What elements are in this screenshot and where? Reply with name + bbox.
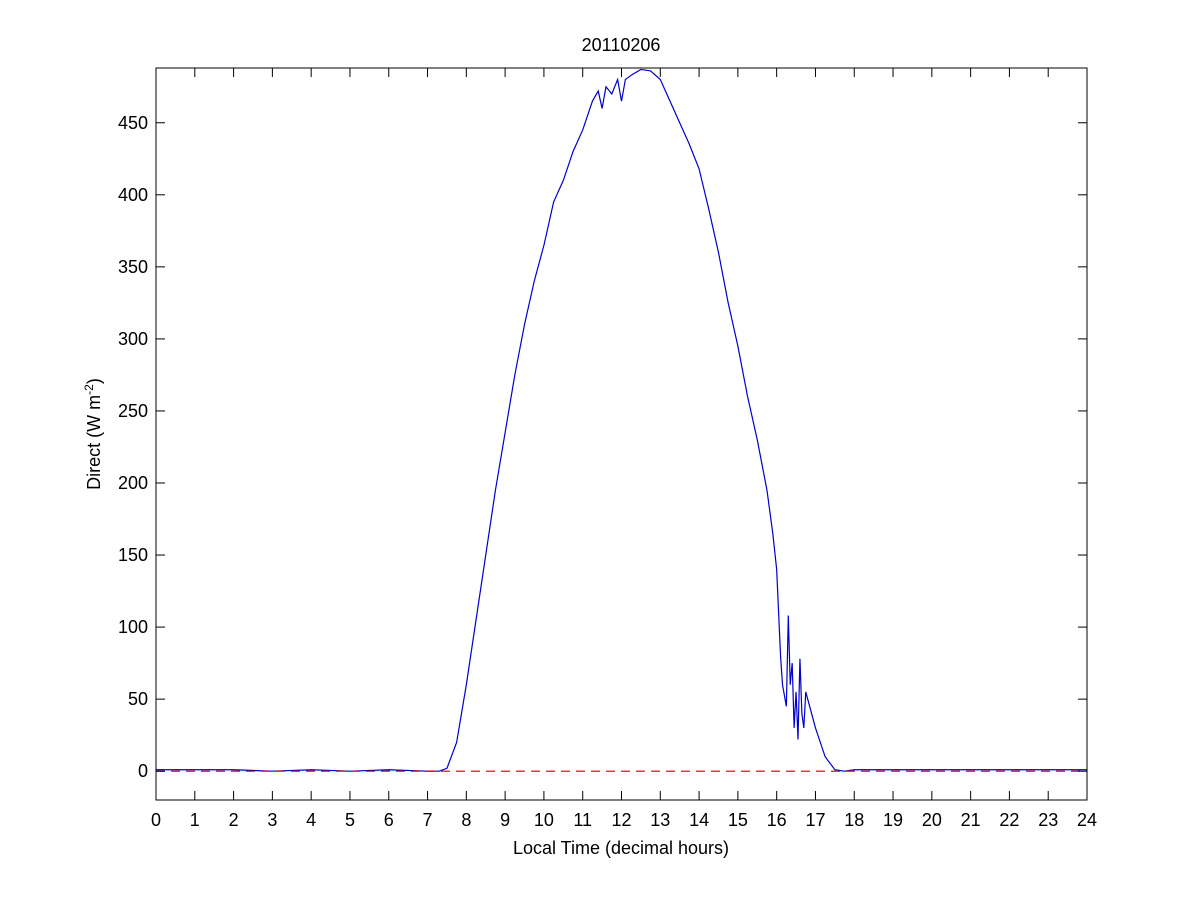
x-tick-label: 5 [345,810,355,830]
x-tick-label: 0 [151,810,161,830]
y-axis-label: Direct (W m-2) [82,378,104,490]
x-tick-label: 9 [500,810,510,830]
x-tick-label: 23 [1038,810,1058,830]
x-tick-label: 7 [423,810,433,830]
y-label-end: ) [84,378,104,384]
x-tick-label: 8 [461,810,471,830]
x-tick-label: 14 [689,810,709,830]
x-tick-label: 12 [611,810,631,830]
y-tick-label: 50 [128,689,148,709]
y-tick-label: 150 [118,545,148,565]
y-tick-label: 300 [118,329,148,349]
x-axis-label: Local Time (decimal hours) [513,838,729,858]
y-label-text: Direct (W m [84,395,104,490]
y-tick-label: 400 [118,185,148,205]
x-tick-label: 11 [573,810,592,830]
y-label-sup: -2 [82,384,96,395]
x-tick-label: 2 [229,810,239,830]
x-tick-label: 17 [805,810,825,830]
x-tick-label: 21 [961,810,981,830]
x-tick-label: 3 [267,810,277,830]
x-tick-label: 24 [1077,810,1097,830]
y-tick-label: 350 [118,257,148,277]
x-tick-label: 6 [384,810,394,830]
x-tick-label: 20 [922,810,942,830]
x-tick-label: 4 [306,810,316,830]
y-tick-label: 250 [118,401,148,421]
y-tick-label: 100 [118,617,148,637]
y-tick-label: 200 [118,473,148,493]
x-tick-label: 22 [999,810,1019,830]
x-tick-label: 13 [650,810,670,830]
y-tick-label: 0 [138,761,148,781]
x-tick-label: 15 [728,810,748,830]
chart-title: 20110206 [582,35,661,55]
y-tick-label: 450 [118,113,148,133]
x-tick-label: 1 [190,810,200,830]
x-tick-label: 18 [844,810,864,830]
x-tick-label: 19 [883,810,903,830]
x-tick-label: 10 [534,810,554,830]
x-tick-label: 16 [767,810,787,830]
data-line [156,68,1087,772]
